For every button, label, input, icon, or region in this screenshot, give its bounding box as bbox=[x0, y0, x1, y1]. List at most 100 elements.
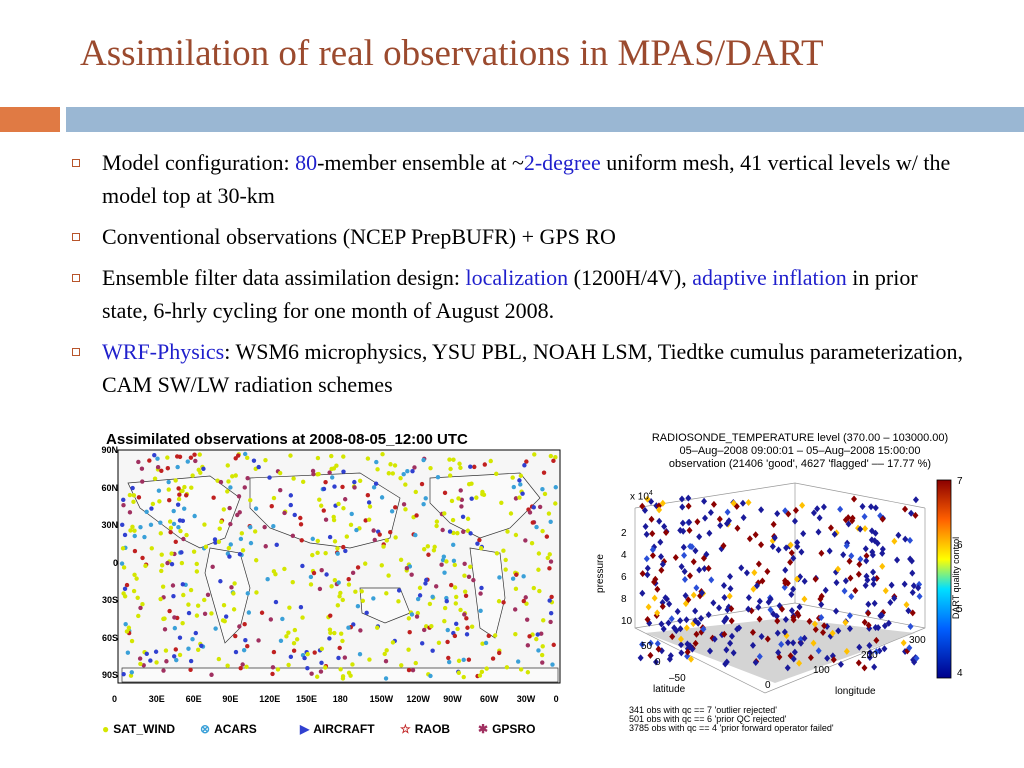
observation-marker bbox=[226, 545, 232, 551]
qc-observation-marker bbox=[674, 608, 681, 616]
observation-marker bbox=[186, 610, 192, 616]
observation-marker bbox=[298, 605, 304, 610]
observation-marker bbox=[465, 528, 471, 533]
qc-observation-marker bbox=[812, 626, 819, 634]
bullet-text: Ensemble filter data assimilation design… bbox=[102, 265, 466, 290]
qc-observation-marker bbox=[862, 525, 869, 533]
observation-marker bbox=[405, 469, 410, 474]
qc-observation-marker bbox=[658, 620, 665, 628]
highlighted-term: localization bbox=[465, 265, 569, 290]
lat-tick-label: 30N bbox=[101, 520, 118, 530]
observation-marker bbox=[319, 568, 324, 573]
qc-observation-marker bbox=[745, 605, 752, 613]
observation-marker bbox=[340, 484, 345, 490]
observation-marker bbox=[451, 542, 456, 548]
qc-observation-marker bbox=[661, 522, 668, 530]
observation-marker bbox=[442, 618, 447, 624]
observation-marker bbox=[332, 539, 338, 544]
observation-marker bbox=[165, 560, 170, 566]
observation-marker bbox=[415, 596, 421, 602]
qc-observation-marker bbox=[879, 515, 886, 523]
observation-marker bbox=[253, 506, 259, 511]
observation-marker bbox=[518, 667, 524, 672]
observation-marker bbox=[490, 656, 496, 661]
qc-observation-marker bbox=[794, 539, 801, 547]
qc-observation-marker bbox=[834, 565, 841, 573]
qc-observation-marker bbox=[721, 630, 728, 638]
observation-marker bbox=[225, 663, 230, 668]
observation-marker bbox=[132, 533, 137, 539]
observation-marker bbox=[432, 544, 437, 550]
bullet-square-icon bbox=[72, 274, 80, 282]
qc-observation-marker bbox=[653, 658, 660, 666]
observation-marker bbox=[435, 475, 441, 480]
observation-marker bbox=[414, 614, 420, 619]
observation-marker bbox=[513, 631, 518, 637]
observation-marker bbox=[241, 647, 247, 653]
observation-marker bbox=[209, 611, 214, 616]
qc-observation-marker bbox=[706, 529, 713, 537]
qc-observation-marker bbox=[796, 659, 803, 667]
observation-marker bbox=[240, 548, 246, 553]
observation-marker bbox=[154, 660, 159, 665]
observation-marker bbox=[524, 459, 529, 464]
qc-observation-marker bbox=[728, 632, 735, 640]
observation-marker bbox=[246, 610, 252, 615]
observation-marker bbox=[536, 551, 542, 556]
observation-marker bbox=[314, 674, 320, 679]
observation-marker bbox=[238, 536, 244, 542]
observation-marker bbox=[386, 471, 392, 476]
observation-marker bbox=[123, 621, 128, 627]
observation-marker bbox=[421, 547, 427, 552]
pressure-tick-label: 10 bbox=[621, 616, 633, 627]
observation-marker bbox=[521, 574, 526, 579]
qc-observation-marker bbox=[848, 552, 855, 560]
qc-observation-marker bbox=[689, 645, 696, 653]
observation-marker bbox=[175, 502, 181, 507]
qc-observation-marker bbox=[745, 499, 752, 507]
qc-observation-marker bbox=[891, 537, 898, 545]
qc-observation-marker bbox=[903, 601, 910, 609]
observation-marker bbox=[454, 594, 459, 600]
qc-observation-marker bbox=[775, 546, 782, 554]
qc-observation-marker bbox=[788, 549, 795, 557]
observation-marker bbox=[442, 490, 448, 496]
observation-marker bbox=[442, 570, 447, 575]
qc-observation-marker bbox=[724, 508, 731, 516]
qc-observation-marker bbox=[690, 558, 697, 566]
observation-marker bbox=[441, 554, 447, 559]
observation-marker bbox=[167, 498, 172, 503]
qc-observation-marker bbox=[881, 622, 888, 630]
observation-marker bbox=[217, 526, 222, 531]
qc-observation-marker bbox=[796, 603, 803, 611]
legend-item: ⊗ ACARS bbox=[200, 722, 257, 736]
observation-marker bbox=[138, 524, 143, 530]
qc-observation-marker bbox=[643, 555, 650, 563]
qc-observation-marker bbox=[707, 508, 714, 516]
observation-marker bbox=[414, 513, 419, 518]
observation-marker bbox=[447, 457, 452, 462]
qc-observation-marker bbox=[698, 614, 705, 622]
observation-marker bbox=[156, 488, 162, 493]
observation-marker bbox=[431, 548, 437, 553]
qc-observation-marker bbox=[824, 623, 831, 631]
qc-observation-marker bbox=[708, 576, 715, 584]
qc-observation-marker bbox=[679, 519, 686, 527]
bullet-text: Conventional observations (NCEP PrepBUFR… bbox=[102, 224, 616, 249]
qc-observation-marker bbox=[692, 547, 699, 555]
qc-observation-marker bbox=[643, 530, 650, 538]
qc-observation-marker bbox=[857, 525, 864, 533]
observation-marker bbox=[230, 474, 235, 479]
qc-observation-marker bbox=[663, 595, 670, 603]
observation-marker bbox=[520, 491, 525, 496]
latitude-tick-label: 50 bbox=[641, 641, 653, 652]
latitude-tick-label: 0 bbox=[655, 657, 661, 668]
observation-marker bbox=[478, 608, 483, 613]
qc-observation-marker bbox=[770, 520, 777, 528]
observation-marker bbox=[332, 577, 338, 583]
observation-marker bbox=[213, 626, 218, 631]
observation-marker bbox=[233, 649, 239, 655]
qc-observation-marker bbox=[816, 514, 823, 522]
qc-observation-marker bbox=[645, 603, 652, 611]
observation-marker bbox=[271, 524, 276, 529]
